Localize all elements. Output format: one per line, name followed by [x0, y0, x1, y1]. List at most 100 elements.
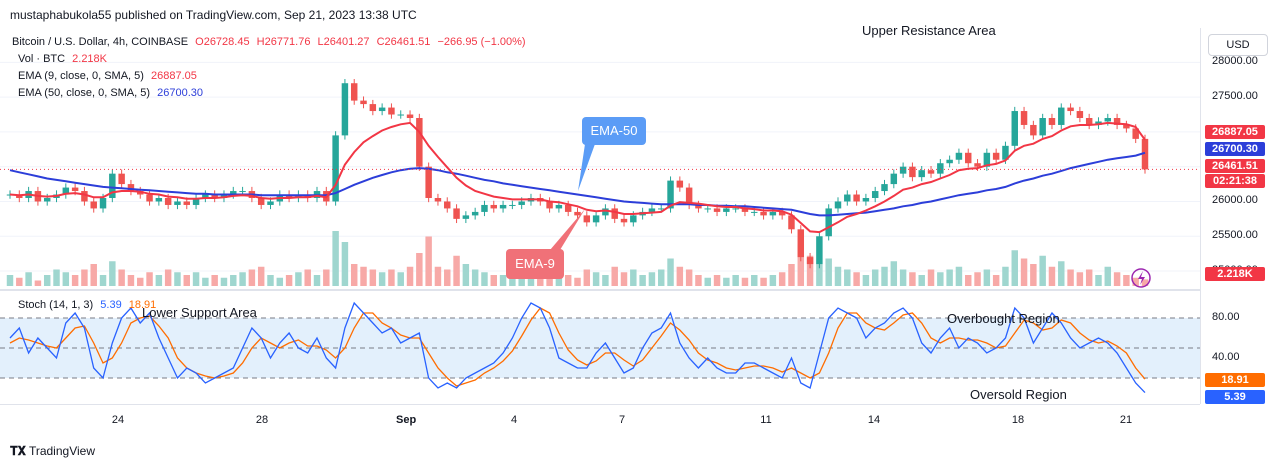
candle-body: [955, 152, 963, 160]
volume-bar: [955, 266, 963, 286]
ema9-value: 26887.05: [151, 70, 197, 82]
footer-brand[interactable]: 𝐓𝐗 TradingView: [10, 444, 95, 459]
volume-bar: [369, 269, 377, 286]
ema9-legend[interactable]: EMA (9, close, 0, SMA, 5) 26887.05: [18, 70, 201, 82]
candle-body: [741, 208, 749, 212]
volume-bar: [509, 277, 516, 286]
candle-body: [667, 180, 674, 209]
volume-bar: [6, 275, 14, 286]
volume-bar: [685, 269, 693, 286]
ema9-label: EMA (9, close, 0, SMA, 5): [18, 70, 144, 82]
candle-body: [871, 191, 879, 198]
currency-button[interactable]: USD: [1208, 34, 1268, 56]
volume-bar: [444, 269, 451, 286]
candle-body: [99, 198, 107, 209]
stoch-k-line: [9, 301, 1146, 394]
stoch-d-tag: 18.91: [1205, 373, 1265, 387]
candle-body: [620, 218, 628, 223]
time-axis[interactable]: [0, 404, 1200, 431]
candle-body: [1076, 111, 1084, 118]
volume-bar: [527, 275, 535, 286]
volume-bar: [62, 272, 70, 286]
candle-body: [983, 152, 991, 167]
candle-body: [369, 104, 377, 112]
volume-bar: [937, 272, 944, 286]
volume-price-tag: 2.218K: [1205, 267, 1265, 281]
volume-bar: [695, 275, 702, 286]
ema50-callout-pointer: [578, 144, 595, 191]
candle-body: [285, 194, 293, 198]
volume-bar: [537, 277, 544, 286]
ema50-value: 26700.30: [157, 87, 204, 99]
stochastic-chart[interactable]: [0, 292, 1200, 404]
alert-bolt-icon: [1131, 268, 1151, 288]
volume-bar: [778, 272, 786, 286]
volume-bar: [164, 269, 172, 286]
pane-separator[interactable]: [0, 289, 1200, 291]
price-chart[interactable]: [0, 28, 1200, 288]
volume-bar: [295, 272, 302, 286]
candle-body: [546, 201, 553, 209]
volume-bar: [871, 269, 879, 286]
candle-body: [825, 208, 832, 237]
ema50-line: [9, 151, 1146, 217]
candle-body: [304, 194, 311, 198]
volume-bar: [1123, 275, 1130, 286]
price-scale[interactable]: [1200, 28, 1281, 404]
volume-bar: [760, 277, 767, 286]
candle-body: [518, 201, 525, 205]
close-value: C26461.51: [376, 36, 431, 48]
time-tick-label: 4: [510, 414, 518, 426]
volume-bar: [788, 264, 795, 286]
candle-body: [1011, 111, 1018, 146]
stoch-tick-label: 40.00: [1212, 351, 1240, 363]
candle-body: [1058, 107, 1065, 125]
candle-body: [1067, 107, 1074, 112]
candle-body: [332, 135, 339, 202]
volume-bar: [332, 231, 339, 286]
volume-bar: [453, 255, 460, 286]
ema50-label: EMA (50, close, 0, SMA, 5): [18, 87, 151, 99]
volume-bar: [1095, 275, 1102, 286]
symbol-title[interactable]: Bitcoin / U.S. Dollar, 4h, COINBASE: [12, 36, 189, 48]
volume-bar: [350, 264, 358, 286]
ema50-legend[interactable]: EMA (50, close, 0, SMA, 5) 26700.30: [18, 87, 207, 99]
low-value: L26401.27: [317, 36, 370, 48]
candle-body: [378, 107, 386, 112]
candle-body: [713, 208, 721, 212]
footer-text: TradingView: [28, 444, 95, 458]
candle-body: [676, 180, 684, 188]
time-tick-label: 21: [1119, 414, 1133, 426]
candle-body: [1048, 118, 1056, 125]
candle-body: [611, 208, 618, 219]
volume-bar: [211, 275, 218, 286]
volume-legend[interactable]: Vol · BTC 2.218K: [18, 53, 111, 65]
ohlc-legend: Bitcoin / U.S. Dollar, 4h, COINBASE O267…: [12, 36, 530, 48]
volume-bar: [639, 275, 646, 286]
volume-bar: [127, 275, 135, 286]
candle-body: [164, 198, 172, 205]
candle-body: [555, 204, 563, 209]
volume-bar: [90, 264, 97, 286]
time-tick-label: 11: [760, 414, 772, 426]
candle-body: [946, 159, 953, 164]
volume-bar: [518, 272, 525, 286]
volume-bar: [974, 272, 981, 286]
candle-body: [1104, 118, 1112, 122]
publisher-line: mustaphabukola55 published on TradingVie…: [10, 8, 417, 22]
volume-bar: [1132, 277, 1139, 286]
volume-bar: [276, 277, 284, 286]
candle-body: [899, 166, 907, 174]
stoch-legend[interactable]: Stoch (14, 1, 3) 5.39 18.91: [18, 299, 160, 311]
volume-bar: [620, 272, 628, 286]
candle-body: [127, 184, 135, 192]
candle-body: [406, 114, 414, 118]
candle-body: [90, 201, 97, 209]
candle-body: [937, 163, 944, 174]
volume-bar: [844, 269, 851, 286]
candle-body: [927, 170, 935, 174]
candle-body: [862, 198, 870, 202]
candle-body: [146, 194, 153, 202]
candle-body: [890, 173, 898, 185]
volume-bar: [602, 275, 609, 286]
